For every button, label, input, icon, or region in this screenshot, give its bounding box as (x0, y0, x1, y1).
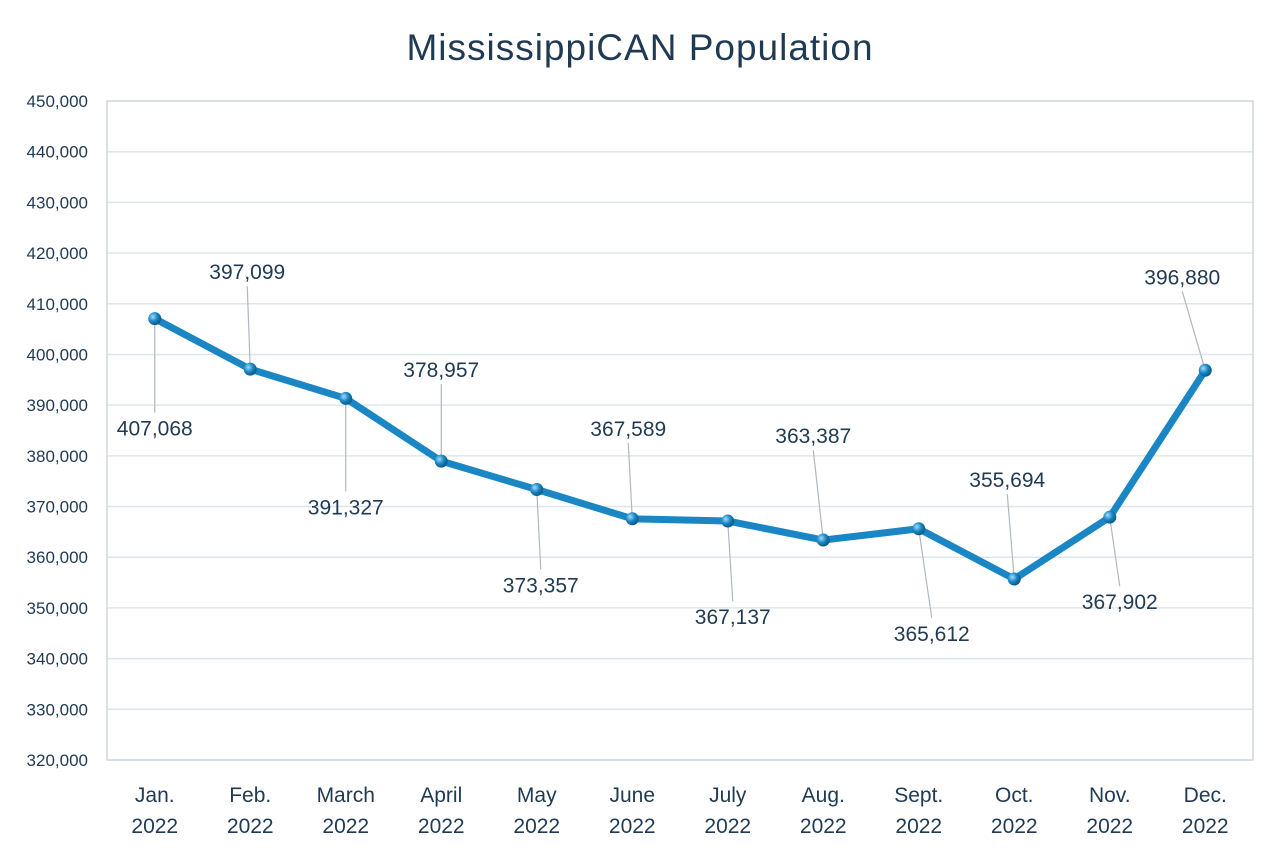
x-tick-label: 2022 (704, 815, 751, 838)
data-label: 378,957 (403, 359, 479, 382)
x-tick-label: Dec. (1184, 784, 1227, 807)
leader-line (918, 528, 933, 618)
y-tick-label: 430,000 (27, 193, 88, 212)
y-tick-label: 350,000 (27, 599, 88, 618)
plot-area-border (106, 100, 1254, 761)
x-tick-label: 2022 (418, 815, 465, 838)
y-axis: 320,000 330,000 340,000 350,000 360,000 370,0… (27, 92, 88, 770)
data-point (434, 454, 448, 468)
x-tick-label: Feb. (229, 784, 271, 807)
x-tick-label: Oct. (995, 784, 1034, 807)
gridlines (107, 100, 1253, 761)
y-tick-label: 330,000 (27, 700, 88, 719)
y-tick-label: 410,000 (27, 295, 88, 314)
data-label: 397,099 (209, 261, 285, 284)
data-point (148, 312, 162, 326)
y-tick-label: 420,000 (27, 244, 88, 263)
x-tick-label: Aug. (802, 784, 845, 807)
x-tick-label: Sept. (894, 784, 943, 807)
leader-line (1006, 494, 1015, 580)
series-line (151, 315, 1209, 583)
leader-line (1181, 291, 1206, 371)
data-point (1007, 572, 1021, 586)
data-label: 391,327 (308, 496, 384, 519)
data-point (1103, 510, 1117, 524)
y-tick-label: 380,000 (27, 447, 88, 466)
data-label: 407,068 (117, 418, 193, 441)
x-tick-label: April (420, 784, 462, 807)
y-tick-label: 440,000 (27, 143, 88, 162)
leader-line (812, 449, 824, 541)
data-label: 367,589 (590, 418, 666, 441)
data-point (721, 514, 735, 528)
x-tick-label: March (317, 784, 375, 807)
y-tick-label: 340,000 (27, 650, 88, 669)
y-tick-label: 400,000 (27, 345, 88, 364)
x-tick-label: 2022 (895, 815, 942, 838)
y-tick-label: 370,000 (27, 498, 88, 517)
leader-line (727, 521, 734, 602)
leader-line (1109, 517, 1121, 587)
y-tick-label: 360,000 (27, 548, 88, 567)
x-tick-label: 2022 (1086, 815, 1133, 838)
data-label: 367,137 (695, 606, 771, 629)
data-labels: 407,068 397,099 391,327 378,957 373,357 367,5… (117, 261, 1220, 646)
data-label: 365,612 (894, 623, 970, 646)
x-tick-label: 2022 (1182, 815, 1229, 838)
x-tick-label: 2022 (513, 815, 560, 838)
data-point (1198, 363, 1212, 377)
leader-line (627, 442, 633, 519)
y-tick-label: 450,000 (27, 92, 88, 111)
y-tick-label: 320,000 (27, 751, 88, 770)
x-axis: Jan. 2022 Feb. 2022 March 2022 April 2022 May 202… (131, 784, 1228, 838)
data-point (912, 522, 926, 536)
data-point (339, 391, 353, 405)
leader-lines (154, 286, 1206, 618)
x-tick-label: June (609, 784, 655, 807)
data-label: 367,902 (1082, 591, 1158, 614)
x-tick-label: July (709, 784, 747, 807)
x-tick-label: May (517, 784, 557, 807)
x-tick-label: Nov. (1089, 784, 1131, 807)
leader-line (246, 286, 251, 370)
y-tick-label: 390,000 (27, 396, 88, 415)
data-point (816, 533, 830, 547)
data-point (530, 483, 544, 497)
markers (148, 312, 1212, 586)
x-tick-label: 2022 (227, 815, 274, 838)
x-tick-label: 2022 (991, 815, 1038, 838)
data-label: 373,357 (503, 575, 579, 598)
x-tick-label: 2022 (609, 815, 656, 838)
data-point (625, 512, 639, 526)
data-label: 355,694 (969, 469, 1045, 492)
data-label: 363,387 (775, 425, 851, 448)
data-point (243, 362, 257, 376)
leader-line (536, 489, 542, 570)
x-tick-label: 2022 (131, 815, 178, 838)
x-tick-label: 2022 (800, 815, 847, 838)
chart-title: MississippiCAN Population (406, 27, 873, 68)
x-tick-label: 2022 (322, 815, 369, 838)
x-tick-label: Jan. (135, 784, 175, 807)
data-label: 396,880 (1144, 266, 1220, 289)
